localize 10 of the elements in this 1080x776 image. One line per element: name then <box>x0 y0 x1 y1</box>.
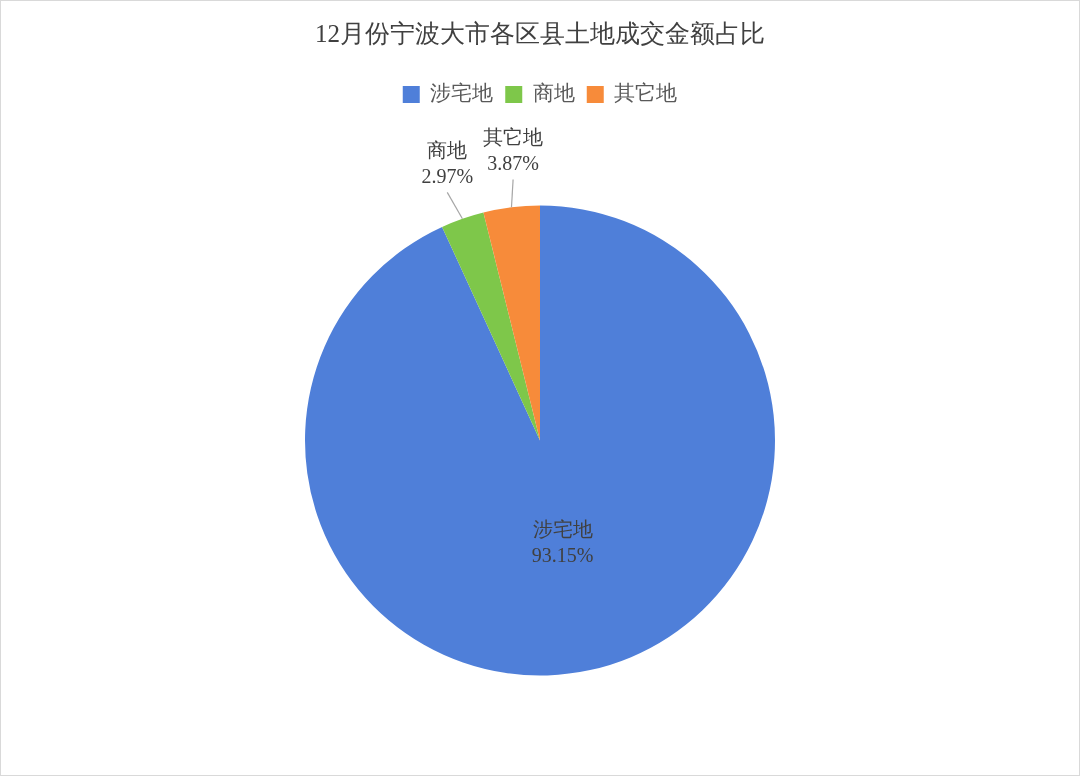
legend-label: 涉宅地 <box>430 81 494 106</box>
data-label: 3.87% <box>487 151 539 174</box>
data-label: 93.15% <box>531 544 594 567</box>
slice-label: 其它地 <box>483 125 544 148</box>
slice-label: 涉宅地 <box>532 518 593 541</box>
data-label: 2.97% <box>421 164 474 187</box>
legend-label: 商地 <box>532 81 575 106</box>
chart-title: 12月份宁波大市各区县土地成交金额占比 <box>315 19 765 47</box>
slice-label: 商地 <box>427 138 468 161</box>
legend-label: 其它地 <box>614 81 678 106</box>
